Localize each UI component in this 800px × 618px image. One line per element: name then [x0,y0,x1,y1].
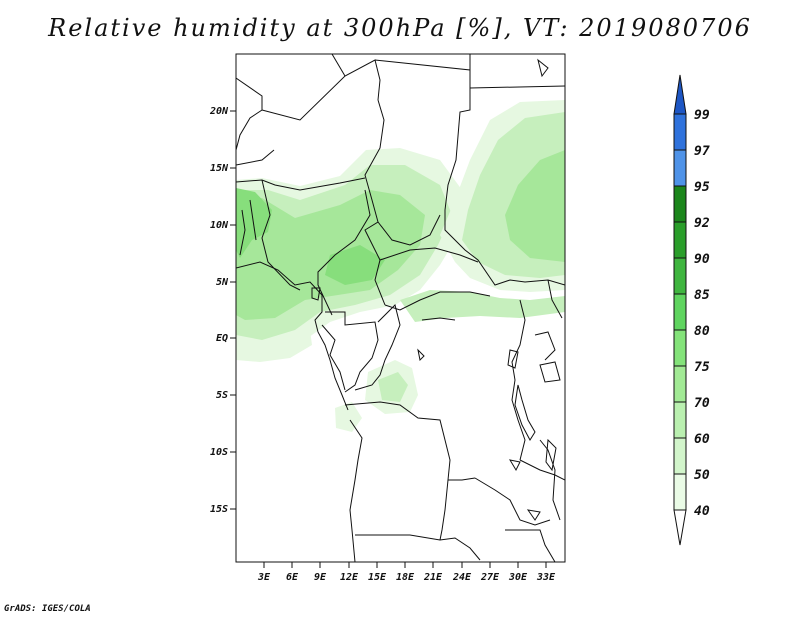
colorbar-label: 92 [694,216,710,231]
humidity-area [236,188,272,258]
country-boundaries [236,54,565,562]
boundary-line [317,189,371,316]
lon-label: 9E [314,572,327,583]
humidity-area [325,245,385,285]
humidity-area [335,402,362,432]
humidity-field [236,100,565,432]
colorbar-swatch [673,365,687,403]
boundary-line [354,304,401,391]
colorbar-label: 99 [694,108,710,123]
colorbar-label: 50 [694,468,710,483]
colorbar-label: 75 [694,360,710,375]
lake-outline [311,287,321,301]
lon-label: 30E [508,572,528,583]
colorbar-swatch [673,437,687,475]
boundary-line [379,247,479,263]
colorbar-swatch [673,473,687,511]
lat-label: 15S [210,504,228,515]
latitude-axis: 20N 15N 10N 5N EQ 5S 10S 15S [209,106,236,515]
boundary-line [239,209,246,256]
colorbar-label: 85 [694,288,710,303]
boundary-line [534,331,556,361]
lat-label: 10S [210,447,228,458]
boundary-line [421,317,456,321]
credit-footer: GrADS: IGES/COLA [4,604,91,614]
boundary-line [539,439,561,521]
lat-label: 20N [209,106,229,117]
colorbar-top-triangle [673,74,687,115]
boundary-line [511,299,526,461]
colorbar: 40 50 60 70 75 80 85 90 92 95 97 99 [673,74,710,546]
lat-label: 10N [210,220,229,231]
lon-label: 15E [368,572,387,583]
lon-label: 21E [423,572,443,583]
lake-outline [417,348,425,362]
boundary-line [331,54,346,77]
lake-outline [539,361,561,383]
lon-label: 27E [480,572,500,583]
colorbar-swatch [673,329,687,367]
boundary-line [505,529,556,562]
colorbar-bottom-triangle [673,509,687,546]
colorbar-label: 60 [694,432,710,447]
boundary-line [344,401,476,481]
lake-outline [507,349,519,369]
boundary-line [384,291,491,311]
colorbar-label: 80 [694,324,710,339]
lat-label: 5S [216,390,228,401]
boundary-line [261,179,301,291]
boundary-line [325,311,379,393]
colorbar-label: 90 [694,252,710,267]
colorbar-label: 97 [694,144,710,159]
colorbar-swatch [673,113,687,151]
boundary-line [519,459,565,481]
lake-outline [545,438,557,472]
lon-label: 33E [536,572,556,583]
coastline [236,261,349,411]
lon-label: 6E [286,572,299,583]
boundary-line [236,177,366,191]
colorbar-label: 70 [694,396,710,411]
lake-outline [537,58,549,78]
lake-outline [526,509,541,521]
lake-outline [508,459,521,472]
colorbar-swatch [673,221,687,259]
boundary-line [469,85,565,89]
boundary-line [249,199,257,241]
colorbar-swatch [673,185,687,223]
colorbar-swatch [673,257,687,295]
lon-label: 3E [257,572,271,583]
lon-label: 24E [452,572,472,583]
humidity-area [505,150,565,262]
boundary-line [547,279,563,319]
lat-label: EQ [216,333,228,344]
boundary-line [236,149,275,166]
colorbar-label: 95 [694,180,710,195]
boundary-line [364,99,386,306]
lon-label: 18E [396,572,415,583]
boundary-line [321,324,346,391]
colorbar-swatch [673,293,687,331]
humidity-area [236,330,312,362]
lake-outline [514,384,536,441]
boundary-line [355,534,481,561]
lon-label: 12E [340,572,359,583]
boundary-line [439,479,449,541]
colorbar-swatch [673,401,687,439]
colorbar-swatch [673,149,687,187]
lat-label: 15N [210,163,229,174]
boundary-line [261,59,381,121]
boundary-line [349,419,363,562]
boundary-line [374,59,565,286]
boundary-line [474,477,551,526]
map-title: Relative humidity at 300hPa [%], VT: 201… [48,14,752,42]
humidity-area [378,372,408,402]
map-frame [235,53,566,563]
boundary-line [377,214,441,246]
boundary-line [236,77,263,151]
colorbar-label: 40 [694,504,710,519]
lat-label: 5N [216,277,229,288]
longitude-axis: 3E 6E 9E 12E 15E 18E 21E 24E 27E 30E 33E [257,562,556,583]
